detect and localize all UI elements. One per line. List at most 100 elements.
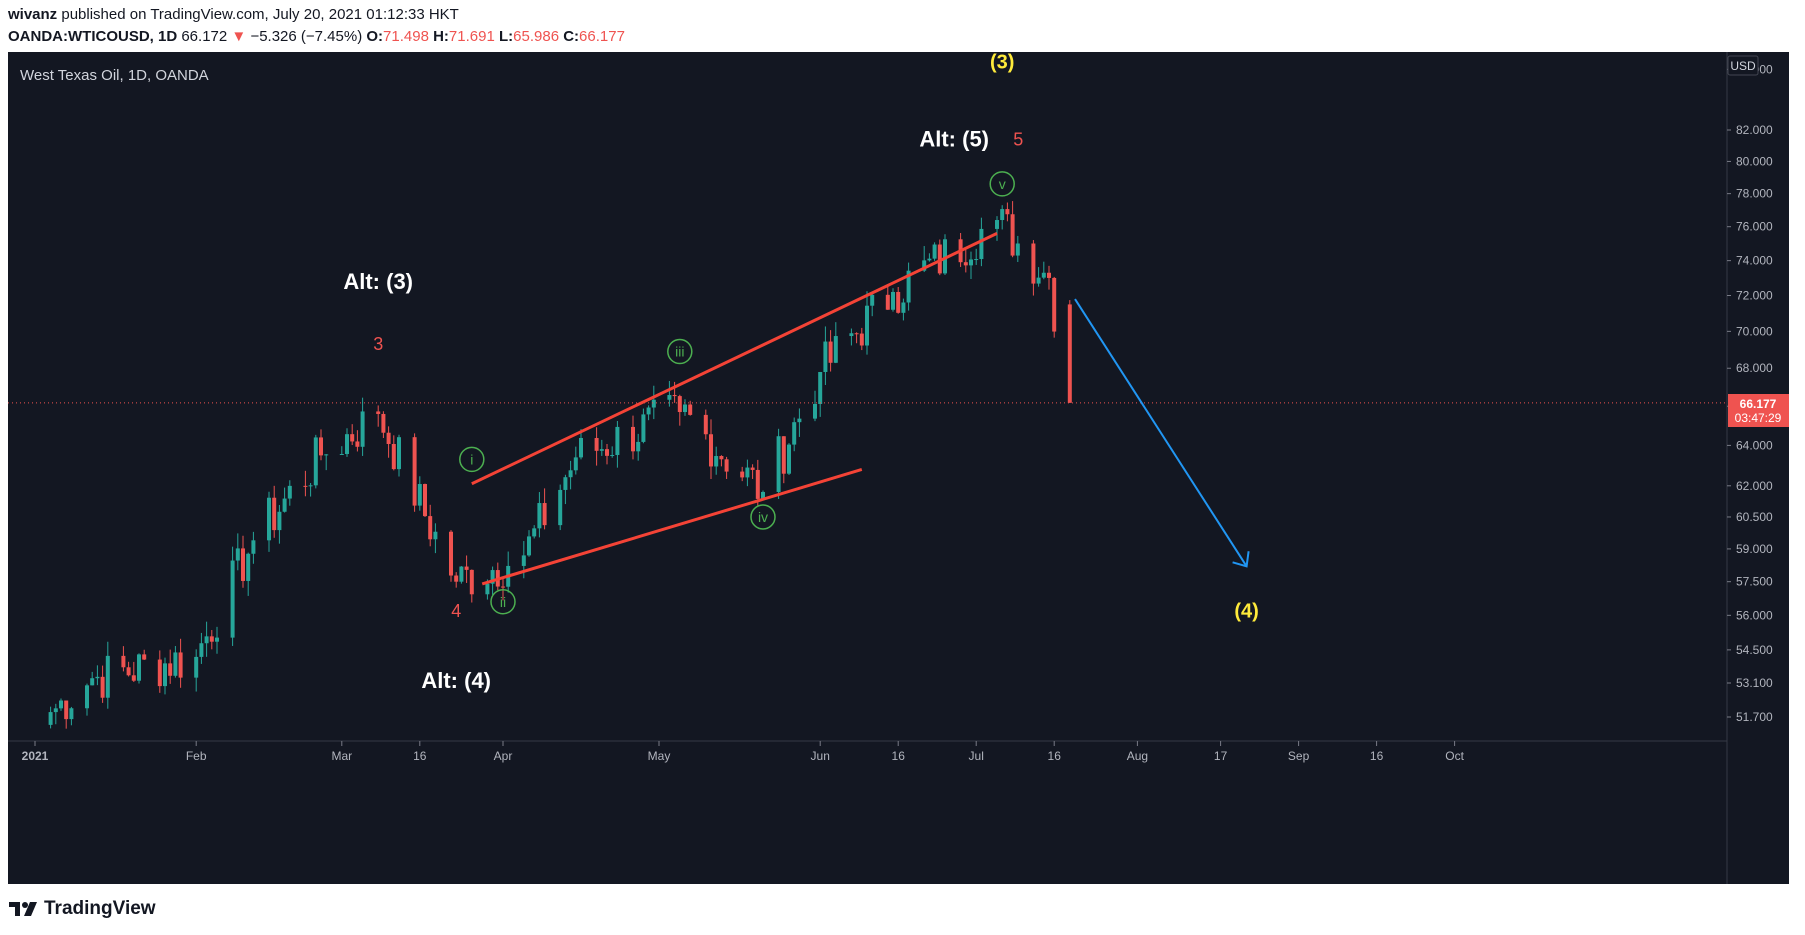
price-tick-label: 82.000 <box>1736 123 1773 137</box>
candle-down <box>740 471 745 478</box>
time-tick-label: Apr <box>494 749 513 763</box>
high-value: 71.691 <box>448 28 495 45</box>
current-price-tag: 66.177 03:47:29 <box>1728 394 1789 427</box>
price-tick-label: 60.500 <box>1736 510 1773 524</box>
tradingview-brand: TradingView <box>44 898 156 919</box>
price-tick-label: 72.000 <box>1736 289 1773 303</box>
open-label: O: <box>366 28 384 45</box>
candle-down <box>454 575 459 582</box>
wave-label-4: 4 <box>451 601 461 621</box>
candle-up <box>313 437 318 486</box>
wave-label-i: i <box>470 451 473 467</box>
last-price: 66.172 <box>181 28 228 45</box>
candle-up <box>870 294 875 306</box>
time-tick-label: 16 <box>1370 749 1384 763</box>
candle-down <box>1031 243 1036 284</box>
price-tick-label: 53.100 <box>1736 676 1773 690</box>
price-tick-label: 64.000 <box>1736 438 1773 452</box>
alt-wave-3-label: Alt: (3) <box>343 269 413 294</box>
time-tick-label: 2021 <box>22 749 49 763</box>
candle-up <box>85 685 89 709</box>
candle-up <box>714 456 719 467</box>
candle-down <box>386 432 391 444</box>
candle-down <box>469 569 474 595</box>
publisher-name[interactable]: wivanz <box>8 6 58 23</box>
candle-down <box>631 426 635 452</box>
candle-up <box>345 434 349 455</box>
candle-down <box>303 485 308 487</box>
candle-down <box>1067 304 1072 403</box>
wave-label-3: 3 <box>373 334 383 354</box>
candle-up <box>558 489 563 526</box>
price-tick-label: 78.000 <box>1736 187 1773 201</box>
candle-up <box>901 302 906 313</box>
time-tick-label: Mar <box>331 749 352 763</box>
candle-down <box>126 667 131 676</box>
candle-up <box>927 258 932 261</box>
time-tick-label: Feb <box>186 749 207 763</box>
tradingview-logo[interactable]: TradingView <box>8 898 156 920</box>
low-value: 65.986 <box>513 28 560 45</box>
candle-down <box>464 566 469 570</box>
currency-badge[interactable] <box>1727 55 1759 76</box>
price-tick-label: 80.000 <box>1736 154 1773 168</box>
candle-down <box>272 497 277 531</box>
candle-up <box>818 371 823 404</box>
wave-circle-v <box>989 171 1015 197</box>
time-axis[interactable]: 2021 Feb Mar 16 Apr May Jun 16 Jul 16 Aug 17 Sep 16 Oc… <box>22 741 1465 763</box>
candle-up <box>308 485 313 487</box>
candle-down <box>750 467 755 470</box>
candle-up <box>683 404 687 413</box>
currency-label: USD <box>1730 59 1756 73</box>
candle-down <box>963 262 968 266</box>
candle-up <box>833 336 838 363</box>
price-tick-label: 76.000 <box>1736 220 1773 234</box>
candle-up <box>745 467 750 478</box>
candle-down <box>605 449 609 456</box>
candle-up <box>95 676 100 679</box>
candle-up <box>943 239 947 274</box>
wave-label-yellow-4: (4) <box>1234 600 1258 622</box>
price-tick-label: 54.500 <box>1736 643 1773 657</box>
candle-up <box>417 484 422 506</box>
projection-arrowhead <box>1232 551 1250 568</box>
candle-up <box>667 395 672 400</box>
candle-up <box>579 438 583 458</box>
price-tick-label: 70.000 <box>1736 324 1773 338</box>
chart-frame[interactable]: West Texas Oil, 1D, OANDA 3 Alt: (3) 4 Alt:… <box>8 52 1789 884</box>
candle-up <box>324 454 329 456</box>
candle-down <box>896 291 901 313</box>
candle-down <box>121 655 126 668</box>
candle-up <box>485 583 490 595</box>
candle-up <box>53 708 58 713</box>
candle-up <box>48 712 53 725</box>
candle-down <box>449 531 453 576</box>
candle-up <box>636 441 641 452</box>
price-change: −5.326 (−7.45%) <box>250 28 363 45</box>
candle-down <box>168 663 173 676</box>
candle-down <box>319 437 323 456</box>
time-tick-label: Oct <box>1445 749 1464 763</box>
time-tick-label: 16 <box>1048 749 1062 763</box>
candle-up <box>610 454 615 456</box>
candle-up <box>137 654 141 681</box>
candle-down <box>703 414 708 435</box>
candle-up <box>397 437 401 470</box>
wave-label-iii: iii <box>675 344 684 360</box>
candle-up <box>282 498 287 512</box>
time-tick-label: Sep <box>1288 749 1310 763</box>
candle-down <box>428 516 433 540</box>
candle-up <box>787 444 791 474</box>
candle-up <box>69 708 74 720</box>
time-tick-label: Aug <box>1127 749 1148 763</box>
candle-down <box>350 434 355 442</box>
candle-down <box>241 548 245 581</box>
upper-trendline <box>471 232 998 486</box>
candle-down <box>688 404 693 415</box>
candle-up <box>230 560 235 638</box>
candle-up <box>194 656 199 678</box>
candle-down <box>854 333 859 335</box>
candle-up <box>90 678 95 686</box>
